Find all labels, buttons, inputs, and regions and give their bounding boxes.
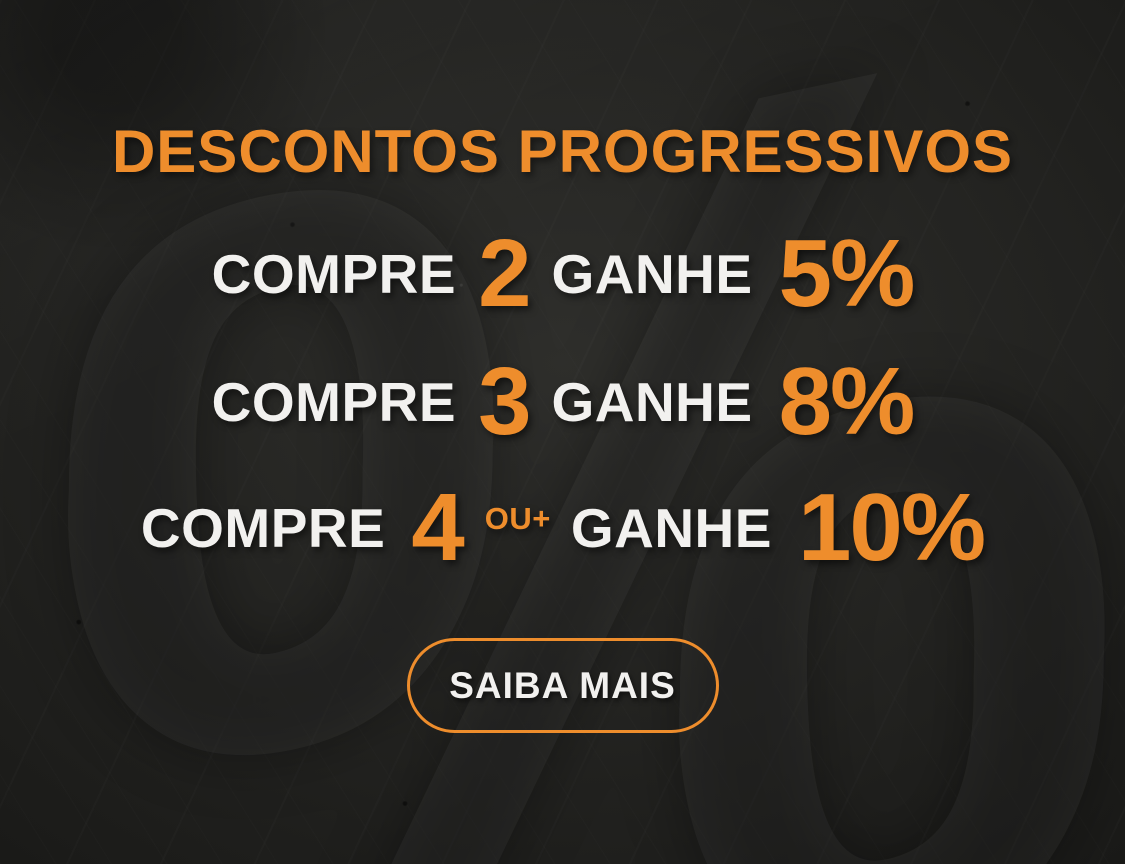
- get-label: GANHE: [570, 496, 772, 559]
- discount-value: 8%: [778, 348, 916, 455]
- discount-row-2: COMPRE 3 GANHE 8%: [211, 348, 916, 455]
- buy-label: COMPRE: [140, 496, 386, 559]
- discount-row-1: COMPRE 2 GANHE 5%: [211, 220, 916, 327]
- discount-value: 5%: [778, 220, 916, 327]
- saiba-mais-button[interactable]: SAIBA MAIS: [406, 638, 719, 733]
- banner-title: DESCONTOS PROGRESSIVOS: [111, 118, 1014, 185]
- or-more-label: OU+: [484, 500, 551, 536]
- quantity-value: 2: [478, 220, 531, 327]
- get-label: GANHE: [551, 370, 753, 433]
- discount-value: 10%: [797, 474, 986, 581]
- buy-label: COMPRE: [211, 242, 457, 305]
- discount-row-3: COMPRE 4 OU+ GANHE 10%: [140, 474, 986, 581]
- get-label: GANHE: [551, 242, 753, 305]
- buy-label: COMPRE: [211, 370, 457, 433]
- quantity-value: 3: [478, 348, 531, 455]
- quantity-value: 4: [411, 474, 464, 581]
